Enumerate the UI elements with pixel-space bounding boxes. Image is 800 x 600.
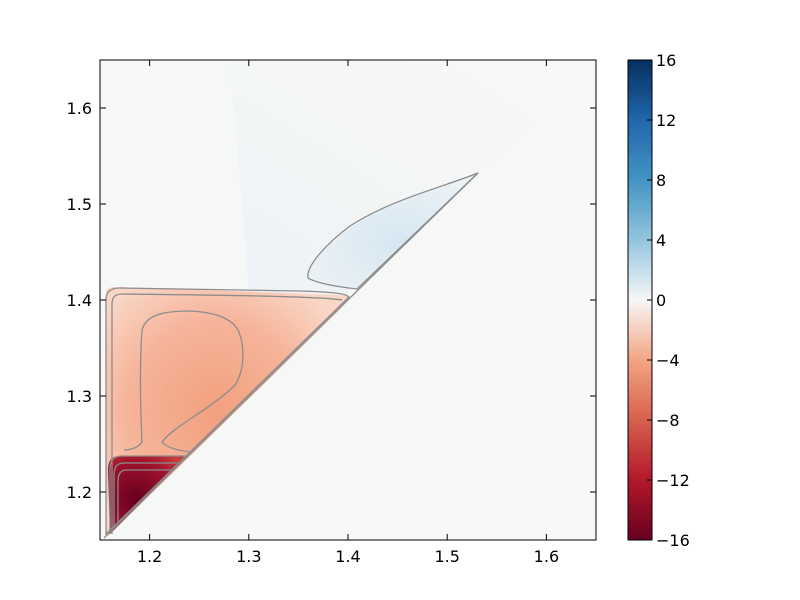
x-tick-label: 1.5: [434, 547, 459, 566]
colorbar-tick-label: 4: [656, 231, 666, 250]
contour-negative-5: [113, 462, 178, 528]
x-tick-label: 1.3: [236, 547, 261, 566]
positive-haze: [230, 60, 596, 300]
colorbar-tick-label: −12: [656, 471, 690, 490]
colorbar-tick-label: −8: [656, 411, 680, 430]
colorbar-axis: 16 12 8 4 0 −4 −8 −12 −16: [647, 51, 690, 550]
colorbar-tick-label: −16: [656, 531, 690, 550]
x-axis: 1.2 1.3 1.4 1.5 1.6: [137, 60, 559, 566]
y-tick-label: 1.4: [67, 291, 92, 310]
x-tick-label: 1.6: [534, 547, 559, 566]
contour-negative-4: [109, 455, 185, 534]
contour-negative-outer: [105, 287, 350, 536]
x-tick-label: 1.2: [137, 547, 162, 566]
colorbar-tick-label: 0: [656, 291, 666, 310]
y-tick-label: 1.3: [67, 387, 92, 406]
x-tick-label: 1.4: [335, 547, 360, 566]
contour-negative-2: [111, 293, 343, 534]
heatmap-field: [103, 60, 596, 540]
y-tick-label: 1.2: [67, 483, 92, 502]
y-tick-label: 1.5: [67, 195, 92, 214]
contour-positive-outer: [307, 172, 479, 290]
region-neutral-lower: [104, 60, 596, 540]
y-axis: 1.2 1.3 1.4 1.5 1.6: [67, 99, 596, 502]
colorbar-tick-label: 16: [656, 51, 676, 70]
region-positive-lobe: [307, 173, 478, 289]
colorbar-tick-label: −4: [656, 351, 680, 370]
contour-diagonal-edge: [103, 172, 479, 539]
y-tick-label: 1.6: [67, 99, 92, 118]
contour-negative-6: [117, 469, 172, 522]
colorbar-tick-label: 12: [656, 111, 676, 130]
contour-negative-3: [123, 310, 244, 453]
colorbar-tick-label: 8: [656, 171, 666, 190]
contour-lines: [103, 172, 479, 539]
